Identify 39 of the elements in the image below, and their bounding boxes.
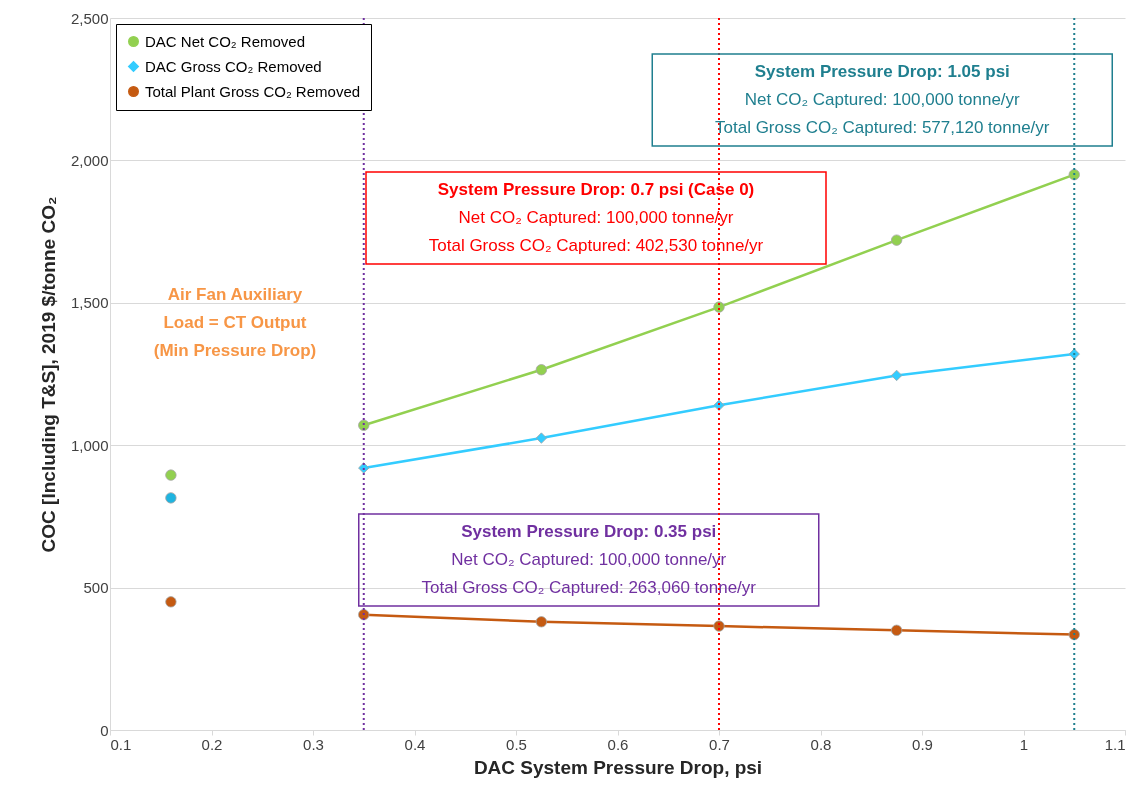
y-tick-label: 1,500 xyxy=(70,294,109,312)
x-tick-label: 0.4 xyxy=(404,735,426,753)
y-tick-label: 1,000 xyxy=(70,436,109,454)
ref-line-label: System Pressure Drop: 0.35 psi Net CO₂ Captured: 100,000 tonne/yr Total Gross CO₂ Captured: 263,060 tonne/yr xyxy=(421,522,757,597)
y-axis-title: COC [Including T&S], 2019 $/tonne CO₂ xyxy=(37,196,59,553)
y-tick-label: 2,000 xyxy=(70,151,109,169)
annotation: Load = CT Output xyxy=(163,313,307,332)
y-tick-label: 0 xyxy=(100,721,109,739)
x-tick-label: 0.9 xyxy=(912,735,933,753)
y-tick-label: 500 xyxy=(83,579,109,597)
x-tick-label: 1.1 xyxy=(1104,735,1126,753)
point xyxy=(165,492,177,504)
point xyxy=(890,624,903,636)
ref-line-label: System Pressure Drop: 0.7 psi (Case 0) Net CO₂ Captured: 100,000 tonne/yr Total Gross CO₂ Captured: 402,530 tonne/yr xyxy=(428,180,764,255)
x-tick-label: 0.8 xyxy=(810,735,832,753)
point xyxy=(165,469,177,481)
point xyxy=(535,364,548,376)
legend-label: Total Plant Gross CO₂ Removed xyxy=(145,82,361,100)
point xyxy=(535,432,548,444)
x-tick-label: 0.7 xyxy=(709,735,730,753)
x-tick-label: 0.6 xyxy=(607,735,629,753)
annotation: Air Fan Auxiliary xyxy=(167,285,303,304)
x-tick-label: 1 xyxy=(1019,735,1029,753)
x-tick-label: 0.2 xyxy=(201,735,223,753)
point xyxy=(358,419,370,431)
legend-label: DAC Gross CO₂ Removed xyxy=(145,57,322,75)
ref-line-label: System Pressure Drop: 1.05 psi Net CO₂ Captured: 100,000 tonne/yr Total Gross CO₂ Captured: 577,120 tonne/yr xyxy=(715,62,1050,137)
point xyxy=(890,234,903,246)
x-axis-title: DAC System Pressure Drop, psi xyxy=(473,756,763,778)
annotation: (Min Pressure Drop) xyxy=(153,341,317,360)
x-tick-label: 0.1 xyxy=(110,735,132,753)
x-tick-label: 0.5 xyxy=(506,735,527,753)
point xyxy=(535,616,548,628)
y-tick-label: 2,500 xyxy=(70,9,109,27)
point xyxy=(165,596,177,608)
x-tick-label: 0.3 xyxy=(303,735,324,753)
point xyxy=(890,369,903,382)
legend-label: DAC Net CO₂ Removed xyxy=(145,32,306,50)
point xyxy=(1068,348,1080,360)
